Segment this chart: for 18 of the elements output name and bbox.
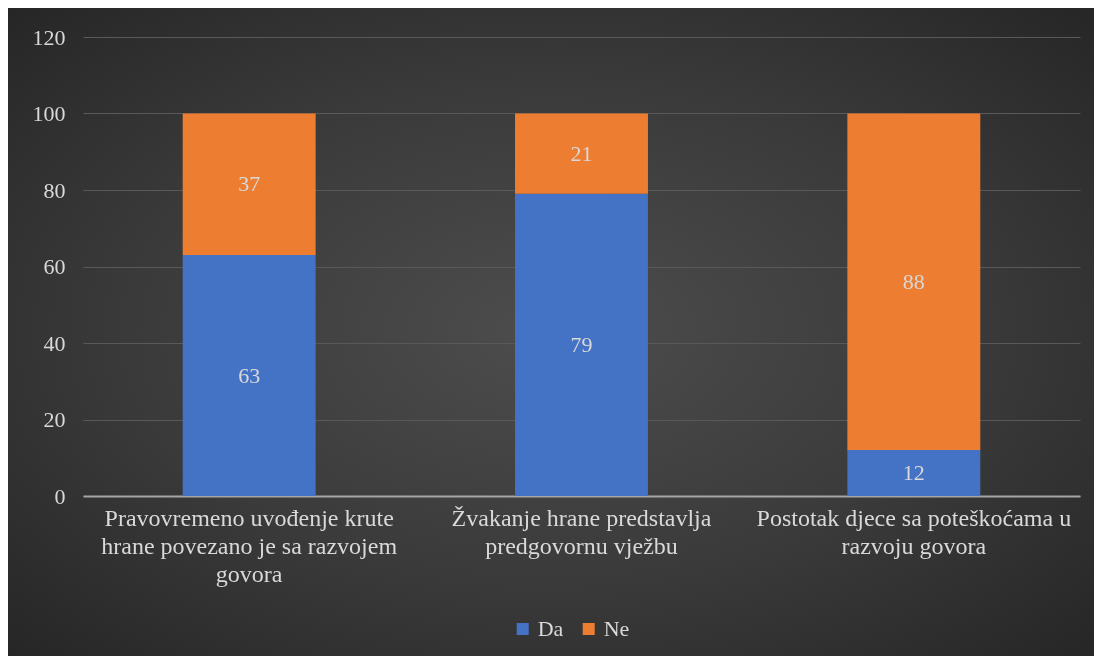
data-label: 63	[238, 362, 261, 388]
legend-label: Da	[537, 616, 564, 641]
x-tick-label: Žvakanje hrane predstavlja predgovornu vježbu	[451, 504, 712, 559]
data-label: 37	[238, 171, 261, 197]
y-tick-label: 0	[54, 483, 66, 509]
y-tick-label: 40	[43, 330, 66, 356]
x-tick-label: Postotak djece sa poteškoćama u razvoju govora	[756, 504, 1072, 559]
y-tick-label: 80	[43, 177, 66, 203]
legend-label: Ne	[603, 616, 630, 641]
data-label: 79	[570, 331, 593, 357]
y-tick-label: 20	[43, 407, 66, 432]
data-label: 88	[902, 268, 925, 294]
data-label: 12	[902, 460, 925, 486]
data-label: 21	[570, 140, 593, 166]
y-tick-label: 120	[32, 24, 66, 50]
x-tick-label: Pravovremeno uvođenje krute hrane povezano je sa razvojem govora	[101, 504, 398, 587]
y-tick-label: 100	[32, 101, 66, 126]
y-tick-label: 60	[43, 254, 66, 279]
